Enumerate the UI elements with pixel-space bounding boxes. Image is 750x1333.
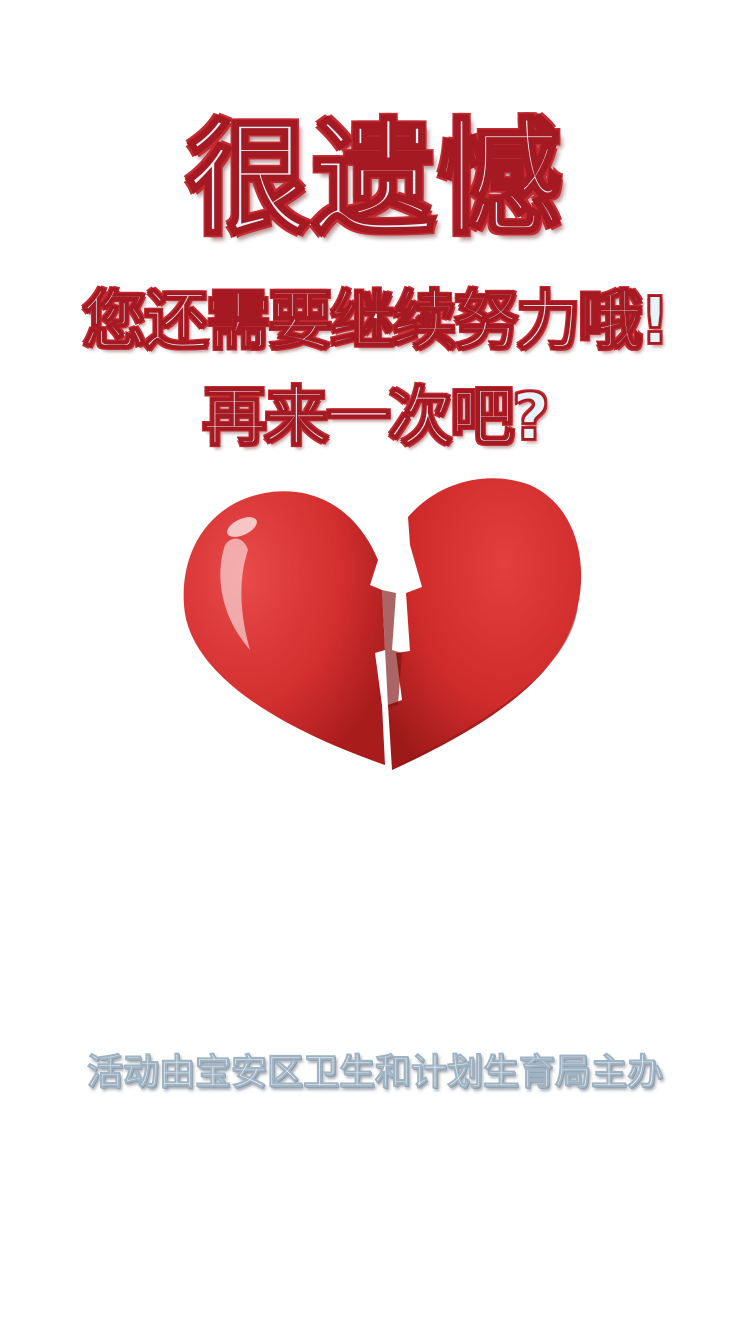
broken-heart-icon xyxy=(170,465,590,780)
retry-prompt: 再来一次吧? xyxy=(201,380,550,456)
result-title: 很遗憾 xyxy=(184,107,564,254)
encourage-message: 您还需要继续努力哦! xyxy=(81,284,670,360)
organizer-credit: 活动由宝安区卫生和计划生育局主办 xyxy=(86,1052,663,1094)
